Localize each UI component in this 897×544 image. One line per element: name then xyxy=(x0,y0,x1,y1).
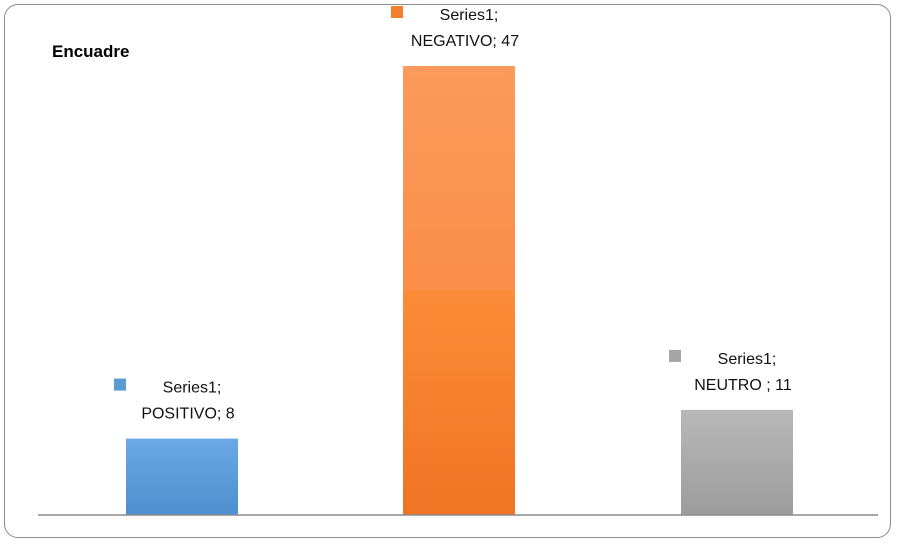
data-label-series-negativo: Series1; xyxy=(440,7,499,24)
data-label-value-positivo: POSITIVO; 8 xyxy=(141,406,234,423)
data-label-series-positivo: Series1; xyxy=(163,380,222,397)
chart-title: Encuadre xyxy=(52,42,130,61)
legend-key-negativo xyxy=(391,6,403,18)
data-label-value-neutro: NEUTRO ; 11 xyxy=(694,377,792,394)
bar-negativo xyxy=(403,66,515,515)
bar-neutro xyxy=(681,409,793,515)
legend-key-positivo xyxy=(114,378,126,391)
legend-key-neutro xyxy=(669,349,681,362)
data-label-value-negativo: NEGATIVO; 47 xyxy=(411,33,519,50)
data-label-series-neutro: Series1; xyxy=(718,351,777,368)
bar-positivo xyxy=(126,438,238,515)
